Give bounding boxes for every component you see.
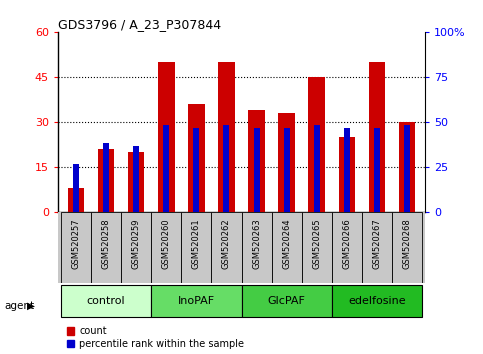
Bar <box>302 212 332 283</box>
Text: GSM520263: GSM520263 <box>252 218 261 269</box>
Bar <box>344 128 350 212</box>
Text: agent: agent <box>5 301 35 311</box>
Bar <box>392 212 422 283</box>
Bar <box>181 212 212 283</box>
Bar <box>68 188 85 212</box>
Bar <box>188 104 205 212</box>
Text: GSM520258: GSM520258 <box>101 218 111 269</box>
Text: GSM520265: GSM520265 <box>312 218 321 269</box>
Bar <box>248 110 265 212</box>
Bar <box>332 285 422 317</box>
Text: ▶: ▶ <box>27 301 35 311</box>
Bar <box>404 125 410 212</box>
Bar <box>61 285 151 317</box>
Bar <box>339 137 355 212</box>
Text: edelfosine: edelfosine <box>348 296 406 306</box>
Text: InoPAF: InoPAF <box>178 296 215 306</box>
Bar <box>212 212 242 283</box>
Bar <box>121 212 151 283</box>
Bar <box>61 212 91 283</box>
Bar <box>332 212 362 283</box>
Bar <box>374 128 380 212</box>
Text: GSM520257: GSM520257 <box>71 218 81 269</box>
Text: GSM520268: GSM520268 <box>402 218 412 269</box>
Bar <box>254 128 259 212</box>
Text: GDS3796 / A_23_P307844: GDS3796 / A_23_P307844 <box>58 18 221 31</box>
Bar <box>369 62 385 212</box>
Bar <box>151 212 181 283</box>
Bar <box>314 125 320 212</box>
Bar <box>224 125 229 212</box>
Bar <box>242 212 271 283</box>
Bar <box>133 146 139 212</box>
Text: GSM520267: GSM520267 <box>372 218 382 269</box>
Text: GSM520266: GSM520266 <box>342 218 351 269</box>
Bar <box>362 212 392 283</box>
Bar <box>73 164 79 212</box>
Text: GSM520261: GSM520261 <box>192 218 201 269</box>
Bar <box>284 128 290 212</box>
Bar <box>128 152 144 212</box>
Text: control: control <box>87 296 126 306</box>
Text: GSM520264: GSM520264 <box>282 218 291 269</box>
Text: GSM520260: GSM520260 <box>162 218 171 269</box>
Legend: count, percentile rank within the sample: count, percentile rank within the sample <box>63 322 248 353</box>
Bar <box>242 285 332 317</box>
Bar <box>151 285 242 317</box>
Bar <box>193 128 199 212</box>
Bar <box>271 212 302 283</box>
Bar <box>278 113 295 212</box>
Text: GSM520262: GSM520262 <box>222 218 231 269</box>
Bar <box>98 149 114 212</box>
Bar <box>103 143 109 212</box>
Bar <box>398 122 415 212</box>
Text: GlcPAF: GlcPAF <box>268 296 306 306</box>
Bar <box>91 212 121 283</box>
Bar <box>158 62 174 212</box>
Bar <box>163 125 169 212</box>
Bar <box>218 62 235 212</box>
Text: GSM520259: GSM520259 <box>132 218 141 269</box>
Bar <box>309 77 325 212</box>
